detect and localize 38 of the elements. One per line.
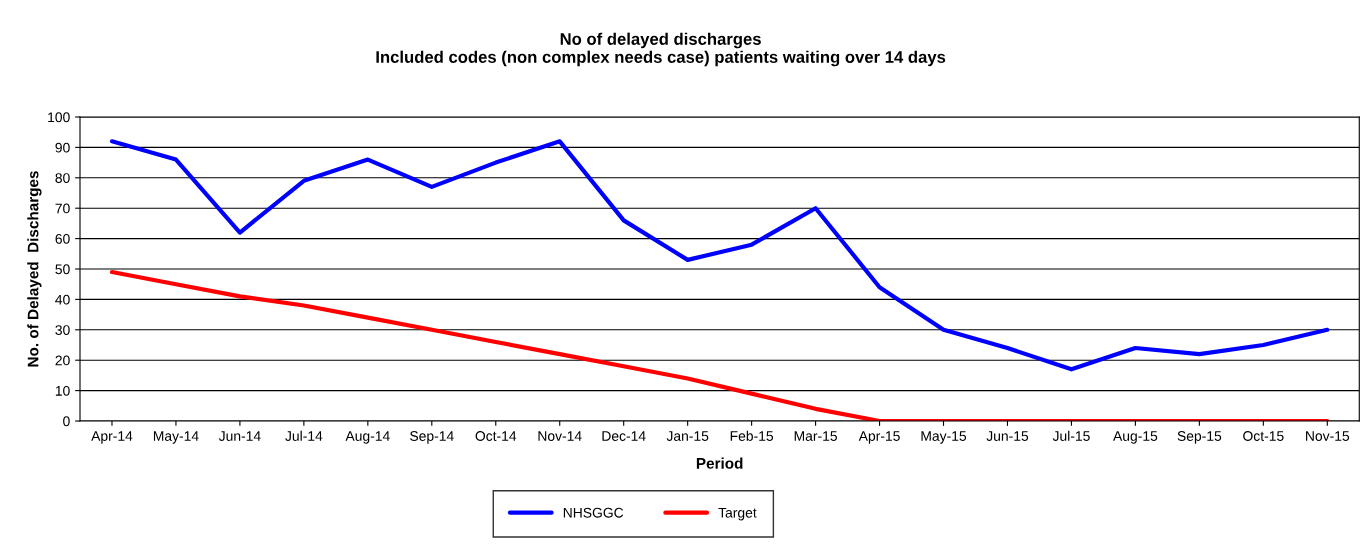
y-tick-label: 20: [55, 355, 70, 366]
x-tick-label: Jul-14: [285, 430, 323, 441]
x-tick-label: May-14: [153, 431, 199, 444]
y-tick-label: 10: [55, 385, 70, 396]
y-axis-title: No. of Delayed Discharges: [27, 171, 42, 367]
x-tick-label: Apr-15: [858, 431, 900, 444]
y-tick-label: 80: [55, 173, 70, 183]
x-tick-label: Feb-15: [730, 430, 774, 441]
x-tick-label: Dec-14: [602, 431, 646, 441]
x-axis-title: Period: [696, 457, 743, 469]
y-tick-label: 30: [55, 325, 70, 335]
x-tick-label: Jan-15: [666, 431, 709, 441]
x-tick-label: Jun-14: [218, 431, 261, 441]
x-tick-label: May-15: [921, 431, 967, 444]
x-tick-label: Nov-15: [1306, 431, 1350, 441]
y-tick-label: 70: [55, 203, 70, 214]
chart-title: No of delayed discharges Included codes (non complex needs case) patients waiting over 14 days: [376, 32, 946, 67]
line-series: [109, 269, 1330, 421]
x-tick-label: Mar-15: [794, 431, 837, 441]
y-tick-label: 100: [48, 112, 70, 123]
x-tick-label: Jul-15: [1052, 430, 1090, 441]
x-tick-label: Sep-15: [1177, 431, 1222, 444]
x-tick-label: Nov-14: [538, 431, 582, 441]
y-tick-label: 0: [63, 416, 70, 427]
line-series: [109, 139, 1330, 372]
x-tick-label: Oct-14: [475, 431, 517, 441]
x-tick-label: Aug-14: [345, 431, 390, 444]
x-tick-label: Oct-15: [1243, 431, 1284, 441]
x-tick-label: Apr-14: [91, 431, 133, 444]
y-tick-label: 90: [55, 142, 70, 153]
x-tick-label: Sep-14: [410, 431, 454, 444]
legend-label: NHSGGC: [563, 507, 624, 518]
x-tick-label: Jun-15: [986, 431, 1029, 441]
y-tick-label: 40: [55, 294, 70, 305]
y-tick-label: 60: [55, 233, 70, 244]
x-tick-label: Aug-15: [1113, 431, 1158, 444]
y-tick-label: 50: [55, 264, 70, 275]
legend-label: Target: [718, 507, 757, 521]
